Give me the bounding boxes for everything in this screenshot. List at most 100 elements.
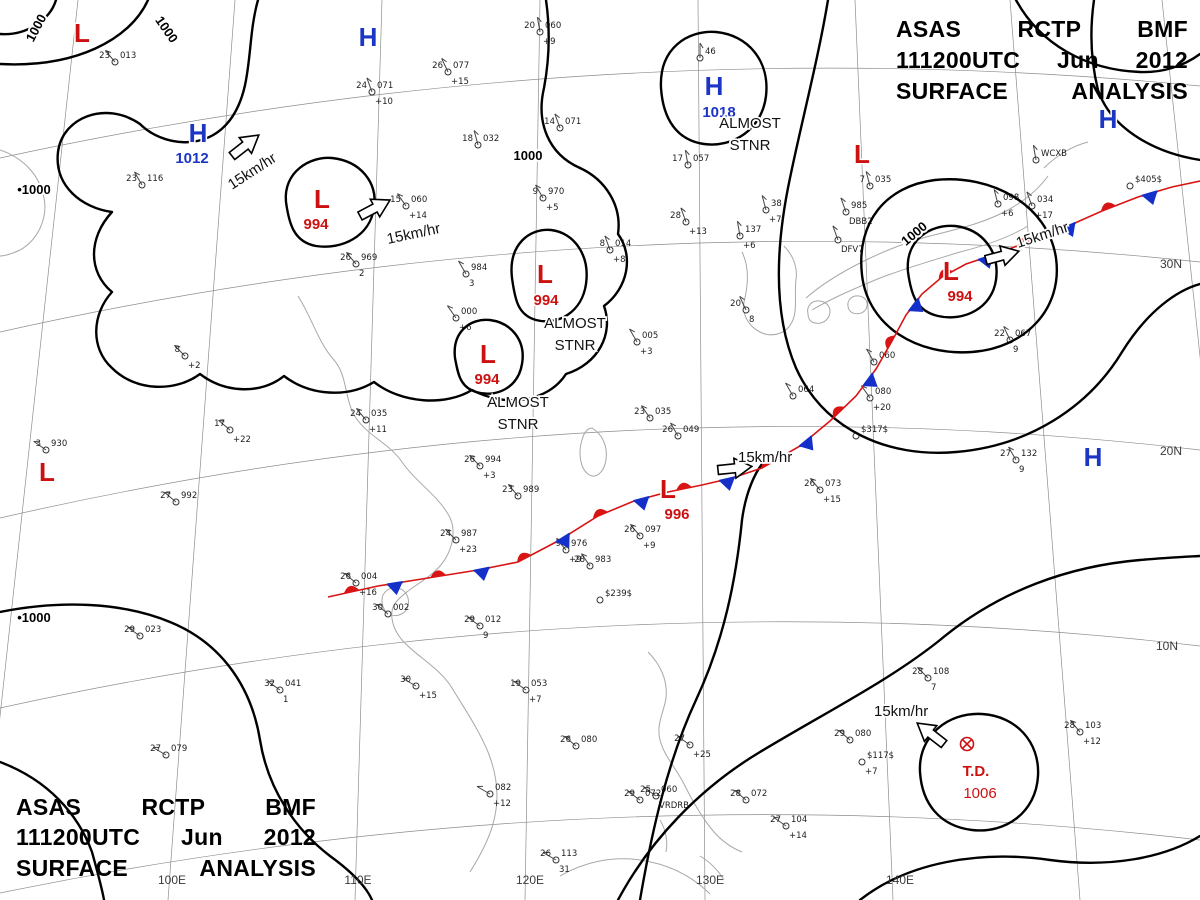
station-extra: +16 [359, 588, 377, 598]
station-pressure: 064 [798, 385, 814, 395]
coastline [0, 149, 46, 257]
pressure-center-value: 994 [947, 288, 973, 305]
latitude-line [0, 621, 1200, 709]
station-plot: 29 072 [624, 789, 661, 804]
wind-barb [629, 524, 641, 537]
wind-barb-tick [174, 344, 181, 348]
station-plot: 32 041 1 [264, 679, 301, 705]
station-temp: 3 [36, 439, 41, 449]
wind-barb [445, 529, 457, 541]
isobar [777, 0, 1200, 454]
wind-barb-tick [865, 171, 871, 177]
station-temp: 25 [640, 785, 651, 795]
station-plot: 7 035 [860, 171, 891, 190]
wind-barb [761, 195, 767, 211]
almost-stnr-label: STNR [730, 137, 771, 154]
station-plot: 18 032 [462, 130, 499, 149]
station-extra: +12 [1083, 737, 1101, 747]
station-extra: +17 [1035, 211, 1053, 221]
warm-front-symbol [1019, 236, 1035, 245]
isobar-label: •1000 [17, 610, 50, 625]
pressure-center-value: 1018 [702, 104, 735, 121]
station-temp: 23 [634, 407, 645, 417]
wind-barb-tick [445, 528, 452, 532]
station-pressure: 082 [495, 783, 511, 793]
station-plot: 082 +12 [476, 783, 511, 809]
station-pressure: 060 [545, 21, 561, 31]
station-pressure: 976 [571, 539, 587, 549]
station-circle [556, 124, 564, 132]
wind-barb [670, 422, 679, 437]
longitude-line [1161, 0, 1200, 360]
station-pressure: 012 [485, 615, 501, 625]
station-pressure: 032 [483, 134, 499, 144]
wind-barb [469, 455, 481, 467]
coastline [659, 819, 668, 853]
station-temp: 26 [662, 425, 673, 435]
coastline [805, 175, 1049, 299]
station-plot: 060 [866, 348, 895, 366]
wind-barb [1008, 446, 1017, 461]
station-extra: +7 [769, 215, 782, 225]
station-pressure: 985 [851, 201, 867, 211]
station-pressure: 000 [461, 307, 477, 317]
station-plot: 8 +2 [174, 344, 201, 371]
wind-barb [344, 572, 357, 584]
station-temp: 24 [356, 81, 367, 91]
coastline [1043, 141, 1089, 169]
valid-time: 111200UTC Jun 2012 [896, 46, 1188, 73]
station-extra: 7 [931, 683, 936, 693]
longitude-line [0, 0, 79, 720]
longitude-label: 120E [516, 873, 544, 887]
wind-barb-tick [840, 197, 846, 203]
wind-barb [513, 680, 527, 691]
latitude-label: 20N [1160, 444, 1182, 458]
wind-barb [680, 207, 687, 223]
wind-barb-tick [739, 295, 745, 301]
high-center-letter: H [705, 71, 724, 101]
wind-barb-tick [537, 16, 542, 23]
station-pressure: 930 [51, 439, 67, 449]
station-plot: DFV7 [832, 225, 864, 255]
wind-barb-tick [1026, 191, 1032, 197]
wind-barb [832, 225, 839, 241]
station-pressure: 984 [471, 263, 487, 273]
isobar [284, 156, 376, 248]
station-pressure: 989 [523, 485, 539, 495]
coastline [741, 245, 797, 336]
latitude-line [0, 426, 1200, 519]
station-pressure: $239$ [605, 589, 632, 599]
low-center-letter: L [314, 184, 330, 214]
station-plot: 24 987 +23 [440, 528, 477, 555]
station-extra: 1 [283, 695, 288, 705]
wind-barb-tick [366, 77, 372, 83]
cold-front-symbol [1142, 191, 1158, 206]
station-pressure: 013 [120, 51, 136, 61]
wind-barb-tick [346, 252, 353, 255]
wind-barb-tick [134, 171, 140, 176]
movement-arrow [983, 244, 1021, 267]
warm-front-symbol [593, 509, 608, 519]
longitude-label: 140E [886, 873, 914, 887]
isobar-label: 1000 [152, 13, 181, 45]
almost-stnr-label: ALMOST [487, 394, 549, 411]
wind-barb-tick [164, 491, 171, 494]
station-plot: 25 060 VRDRB [640, 785, 689, 811]
station-temp: 24 [350, 409, 361, 419]
coastlines [0, 141, 1089, 895]
isobar-label: 1000 [514, 148, 543, 163]
station-plot: 20 8 [730, 295, 754, 325]
station-temp: 29 [124, 625, 135, 635]
wind-barb [542, 852, 557, 861]
latitude-label: 10N [1156, 639, 1178, 653]
station-plot: 17 057 [672, 149, 709, 169]
title-block-top-right: ASAS RCTP BMF 111200UTC Jun 2012 SURFACE… [896, 14, 1188, 106]
station-temp: 20 [524, 21, 535, 31]
longitude-label: 110E [344, 873, 371, 887]
almost-stnr-label: STNR [555, 337, 596, 354]
station-temp: 8 [175, 345, 180, 355]
station-plot: 064 [785, 382, 814, 400]
station-temp: 30 [372, 603, 383, 613]
